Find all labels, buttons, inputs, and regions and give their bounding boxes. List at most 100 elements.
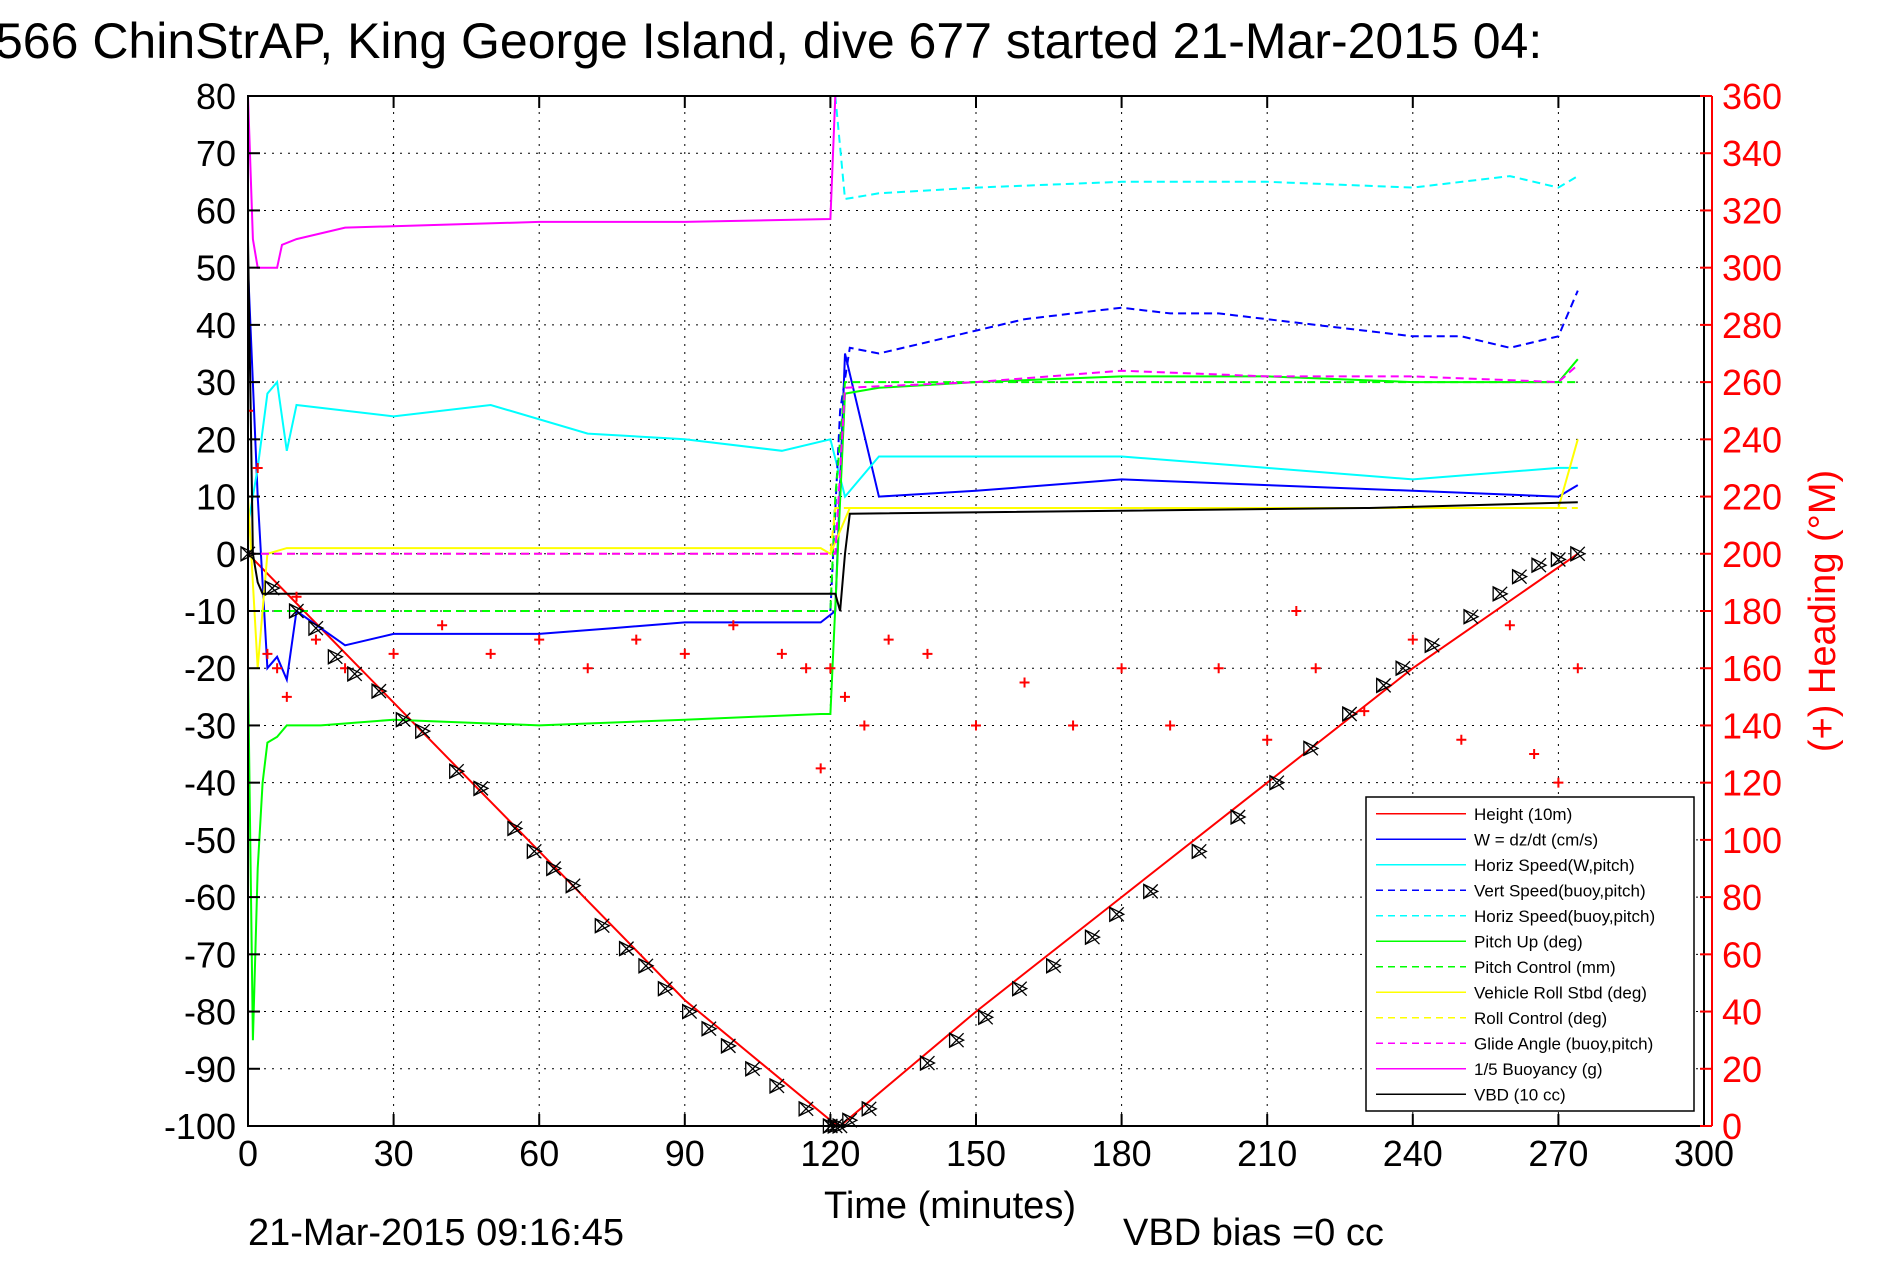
depth-marker: [1084, 929, 1101, 946]
heading-point: [1116, 663, 1127, 674]
x-tick-label: 90: [665, 1133, 705, 1174]
heading-point: [971, 720, 981, 731]
depth-markers: [240, 545, 1587, 1135]
series-line-3: [829, 290, 1579, 612]
y-tick-label-left: -20: [184, 648, 236, 689]
depth-marker: [264, 580, 281, 597]
x-tick-label: 120: [800, 1133, 860, 1174]
series-line-10: [248, 96, 837, 269]
y-tick-label-right: 100: [1722, 820, 1782, 861]
heading-point: [1553, 777, 1564, 788]
y-tick-label-right: 260: [1722, 362, 1782, 403]
heading-point: [1165, 720, 1176, 731]
y-tick-label-left: -30: [184, 705, 236, 746]
depth-marker: [842, 1112, 859, 1129]
heading-point: [437, 620, 448, 631]
depth-marker: [546, 860, 563, 877]
chart-title: 566 ChinStrAP, King George Island, dive …: [0, 13, 1542, 69]
depth-marker: [347, 665, 364, 682]
heading-point: [1572, 663, 1583, 674]
x-tick-label: 0: [238, 1133, 258, 1174]
legend-label-11: VBD (10 cc): [1474, 1085, 1566, 1104]
series-layer: [248, 96, 1579, 1126]
heading-point: [1529, 749, 1540, 760]
y-tick-label-right: 20: [1722, 1049, 1762, 1090]
y-tick-label-left: 20: [196, 419, 236, 460]
depth-marker: [526, 843, 543, 860]
depth-marker: [1269, 774, 1286, 791]
y-tick-label-right: 340: [1722, 133, 1782, 174]
series-line-9: [248, 364, 1579, 555]
depth-marker: [1511, 568, 1529, 585]
y-tick-label-left: -60: [184, 877, 236, 918]
heading-point: [1068, 720, 1079, 731]
y-tick-label-right: 140: [1722, 705, 1782, 746]
heading-point: [922, 648, 933, 659]
series-line-6: [248, 381, 1578, 612]
depth-marker: [1046, 957, 1063, 974]
heading-point: [1407, 634, 1418, 645]
heading-point: [310, 634, 321, 645]
legend: Height (10m) W = dz/dt (cm/s) Horiz Speed(…: [1365, 796, 1695, 1112]
depth-marker: [1463, 608, 1480, 625]
depth-marker: [1550, 551, 1567, 568]
legend-label-3: Vert Speed(buoy,pitch): [1474, 881, 1646, 900]
legend-label-6: Pitch Control (mm): [1474, 958, 1616, 977]
depth-marker: [565, 877, 582, 894]
heading-point: [859, 720, 870, 731]
depth-marker: [1424, 637, 1441, 654]
x-tick-label: 60: [519, 1133, 559, 1174]
y-tick-label-left: -50: [184, 820, 236, 861]
legend-label-10: 1/5 Buoyancy (g): [1474, 1060, 1603, 1079]
depth-marker: [473, 780, 490, 797]
x-tick-label: 240: [1383, 1133, 1443, 1174]
footer-timestamp: 21-Mar-2015 09:16:45: [248, 1212, 624, 1254]
x-tick-label: 210: [1237, 1133, 1297, 1174]
heading-point: [272, 663, 283, 674]
series-line-4: [834, 96, 1579, 201]
right-axis-label: (+) Heading (°M): [1802, 470, 1844, 752]
heading-point: [1456, 734, 1467, 745]
heading-point: [248, 405, 253, 416]
heading-point: [252, 462, 263, 473]
x-tick-label: 180: [1092, 1133, 1152, 1174]
heading-point: [582, 663, 593, 674]
series-line-5: [248, 358, 1579, 1041]
heading-point: [801, 663, 812, 674]
series-line-11: [248, 239, 1578, 612]
y-tick-label-left: 40: [196, 305, 236, 346]
depth-marker: [861, 1100, 878, 1117]
y-tick-label-right: 320: [1722, 190, 1782, 231]
y-tick-label-left: 30: [196, 362, 236, 403]
y-tick-label-left: 0: [216, 534, 236, 575]
depth-marker: [1109, 906, 1126, 923]
legend-label-7: Vehicle Roll Stbd (deg): [1474, 983, 1647, 1002]
y-tick-label-left: -10: [184, 591, 236, 632]
y-tick-label-right: 240: [1722, 419, 1782, 460]
heading-point: [825, 663, 836, 674]
heading-point: [815, 763, 826, 774]
heading-point: [883, 634, 894, 645]
heading-point: [679, 648, 690, 659]
depth-marker: [1492, 585, 1509, 602]
heading-point: [262, 648, 273, 659]
legend-label-0: Height (10m): [1474, 805, 1572, 824]
depth-marker: [745, 1060, 762, 1077]
series-line-2: [248, 379, 1578, 526]
y-tick-label-right: 40: [1722, 992, 1762, 1033]
depth-marker: [327, 648, 344, 665]
depth-marker: [449, 763, 466, 780]
x-tick-label: 270: [1528, 1133, 1588, 1174]
depth-marker: [395, 711, 412, 728]
heading-point: [291, 591, 302, 602]
depth-marker: [682, 1003, 699, 1020]
depth-marker: [1303, 740, 1320, 757]
heading-point: [1310, 663, 1321, 674]
y-tick-label-right: 300: [1722, 248, 1782, 289]
legend-label-1: W = dz/dt (cm/s): [1474, 830, 1598, 849]
depth-marker: [1531, 557, 1548, 574]
y-tick-label-right: 160: [1722, 648, 1782, 689]
heading-point: [281, 691, 292, 702]
depth-marker: [769, 1077, 786, 1094]
